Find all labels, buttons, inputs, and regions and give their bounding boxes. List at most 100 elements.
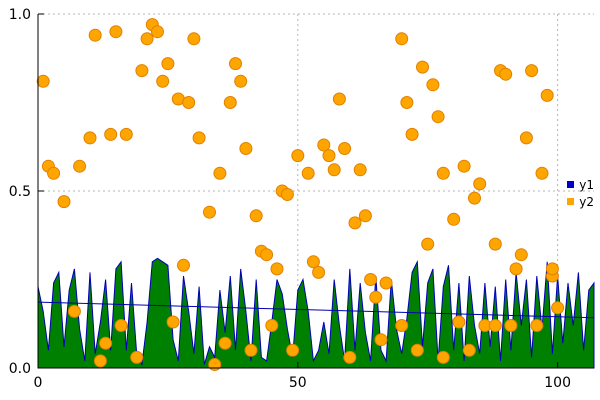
scatter-point-y2 [317, 138, 331, 152]
scatter-point-y2 [213, 166, 227, 180]
scatter-point-y2 [223, 96, 237, 109]
scatter-point-y2 [270, 262, 284, 276]
scatter-point-y2 [369, 290, 383, 304]
scatter-point-y2 [187, 32, 201, 46]
scatter-point-y2 [36, 74, 50, 88]
legend-swatch-y1 [567, 181, 575, 188]
scatter-point-y2 [540, 88, 554, 102]
scatter-point-y2 [338, 142, 352, 155]
x-tick-label: 0 [34, 375, 43, 391]
scatter-point-y2 [468, 191, 481, 205]
scatter-point-y2 [364, 273, 378, 286]
scatter-point-y2 [73, 159, 87, 173]
scatter-point-y2 [99, 336, 113, 350]
scatter-point-y2 [161, 57, 175, 71]
scatter-point-y2 [452, 315, 466, 329]
scatter-point-y2 [436, 166, 450, 180]
scatter-point-y2 [551, 301, 565, 315]
scatter-point-y2 [519, 131, 533, 145]
scatter-point-y2 [93, 354, 107, 368]
scatter-point-y2 [218, 336, 232, 350]
scatter-point-y2 [327, 163, 341, 177]
scatter-point-y2 [353, 163, 367, 177]
scatter-point-y2 [447, 212, 461, 226]
scatter-point-y2 [151, 25, 164, 39]
legend-swatch-y2 [567, 198, 575, 205]
scatter-point-y2 [410, 343, 424, 357]
y-tick-label: 0.0 [9, 361, 31, 377]
scatter-point-y2 [312, 265, 326, 279]
scatter-point-y2 [234, 74, 248, 88]
scatter-point-y2 [130, 350, 144, 364]
scatter-point-y2 [504, 319, 518, 332]
scatter-point-y2 [348, 216, 362, 230]
scatter-point-y2 [280, 188, 294, 201]
scatter-point-y2 [208, 358, 222, 371]
scatter-point-y2 [67, 304, 81, 318]
scatter-point-y2 [57, 195, 71, 209]
scatter-point-y2 [400, 96, 414, 109]
scatter-point-y2 [260, 248, 274, 262]
scatter-point-y2 [431, 110, 445, 124]
scatter-point-y2 [395, 319, 409, 332]
scatter-point-y2 [488, 319, 502, 332]
scatter-point-y2 [109, 25, 123, 39]
scatter-point-y2 [192, 131, 206, 145]
scatter-point-y2 [47, 166, 61, 180]
scatter-point-y2 [119, 127, 133, 141]
legend-label-y2: y2 [579, 194, 594, 209]
scatter-point-y2 [525, 64, 539, 78]
scatter-point-y2 [306, 255, 320, 269]
scatter-point-y2 [535, 166, 549, 180]
scatter-point-y2 [499, 67, 513, 81]
scatter-point-y2 [244, 343, 258, 357]
scatter-point-y2 [301, 166, 315, 180]
trend-line-y1 [37, 301, 595, 319]
scatter-point-y2 [114, 319, 128, 332]
scatter-point-y2 [358, 209, 372, 223]
scatter-point-y2 [343, 350, 357, 364]
y-tick-label: 0.5 [9, 184, 31, 200]
legend-item-y2: y2 [567, 193, 594, 210]
scatter-point-y2 [379, 276, 393, 290]
scatter-point-y2 [135, 64, 149, 78]
scatter-point-y2 [104, 127, 118, 141]
scatter-point-y2 [514, 248, 528, 262]
scatter-point-y2 [545, 262, 559, 276]
scatter-point-y2 [88, 28, 102, 42]
y-tick-label: 1.0 [9, 7, 31, 23]
scatter-point-y2 [332, 92, 346, 106]
scatter-point-y2 [405, 127, 419, 141]
x-tick-label: 50 [289, 375, 307, 391]
scatter-point-y2 [509, 262, 523, 276]
scatter-point-y2 [322, 149, 336, 163]
scatter-point-y2 [286, 343, 300, 357]
scatter-point-y2 [462, 343, 476, 357]
scatter-point-y2 [249, 209, 263, 223]
x-tick-label: 100 [544, 375, 571, 391]
legend-label-y1: y1 [579, 177, 594, 192]
scatter-point-y2 [530, 319, 544, 332]
scatter-point-y2 [177, 258, 190, 272]
scatter-point-y2 [140, 32, 154, 46]
scatter-point-y2 [416, 60, 429, 74]
scatter-point-y2 [203, 205, 216, 219]
scatter-point-y2 [265, 319, 279, 332]
scatter-point-y2 [421, 237, 435, 251]
scatter-point-y2 [291, 149, 305, 163]
scatter-point-y2 [83, 131, 97, 145]
scatter-point-y2 [457, 159, 471, 173]
scatter-point-y2 [166, 315, 180, 329]
scatter-point-y2 [374, 333, 388, 347]
scatter-point-y2 [395, 32, 409, 46]
legend: y1 y2 [567, 176, 594, 210]
scatter-point-y2 [426, 78, 440, 92]
scatter-point-y2 [156, 74, 170, 88]
scatter-point-y2 [488, 237, 502, 251]
scatter-point-y2 [473, 177, 487, 191]
legend-item-y1: y1 [567, 176, 594, 193]
scatter-point-y2 [436, 350, 450, 364]
scatter-point-y2 [229, 57, 242, 71]
